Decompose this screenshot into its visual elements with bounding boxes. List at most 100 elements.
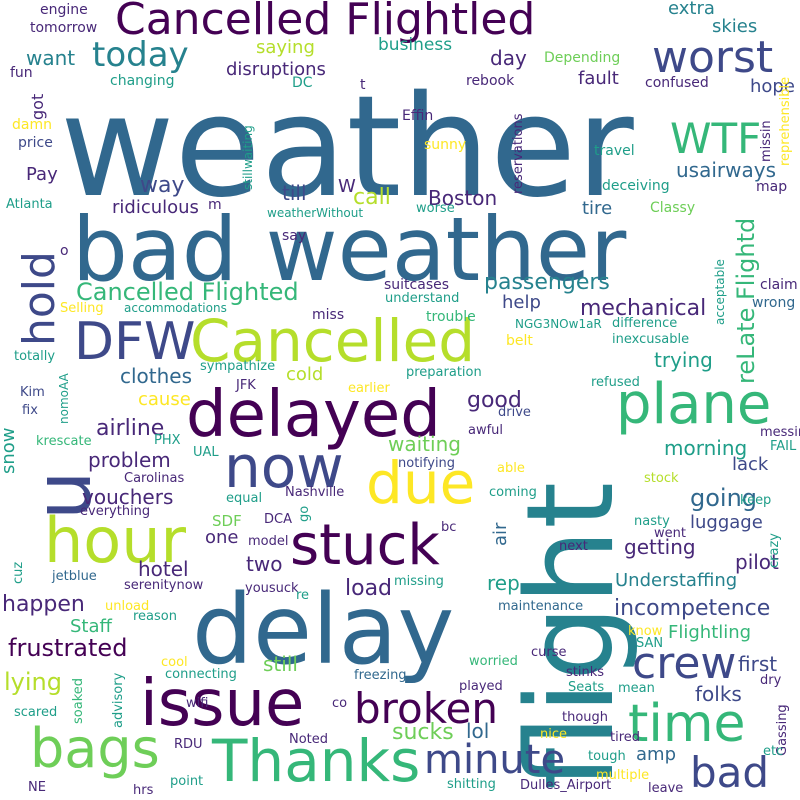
word-luggage: luggage	[690, 512, 763, 533]
word-accommodations: accommodations	[124, 301, 227, 315]
word-wrong: wrong	[752, 295, 796, 311]
word-tired: tired	[610, 730, 641, 745]
word-mean: mean	[618, 681, 655, 696]
word-usairways: usairways	[676, 158, 776, 182]
word-minute: minute	[424, 737, 566, 783]
word-today: today	[92, 35, 189, 75]
word-vouchers: vouchers	[82, 485, 174, 509]
word-happen: happen	[2, 592, 85, 617]
word-stinks: stinks	[566, 665, 605, 680]
word-changing: changing	[110, 73, 175, 89]
word-thanks: Thanks	[212, 727, 421, 795]
word-dca: DCA	[264, 512, 292, 527]
word-keep: keep	[740, 493, 772, 508]
word-understaffing: Understaffing	[615, 570, 738, 591]
word-sdf: SDF	[212, 512, 242, 530]
word-reprehensible: reprehensible	[778, 76, 793, 166]
word-call: call	[353, 185, 391, 210]
word-help: help	[502, 292, 541, 313]
word-confused: confused	[645, 75, 709, 91]
word-disruptions: disruptions	[226, 59, 326, 80]
word-acceptable: acceptable	[713, 259, 727, 325]
word-selling: Selling	[60, 301, 104, 316]
word-engine: engine	[40, 2, 88, 18]
word-skies: skies	[712, 16, 758, 37]
word-lack: lack	[732, 454, 769, 475]
word-ual: UAL	[193, 445, 219, 460]
word-hotel: hotel	[138, 557, 189, 581]
word-deceiving: deceiving	[602, 178, 670, 194]
word-weather: weather	[60, 66, 634, 229]
word-stuck: stuck	[290, 513, 440, 578]
word-day: day	[490, 46, 527, 70]
word-price: price	[18, 135, 53, 151]
word-delayed: delayed	[186, 378, 441, 452]
word-went: went	[654, 526, 686, 541]
word-ne: NE	[28, 780, 46, 795]
word-co: co	[332, 696, 348, 711]
word-waiting: waiting	[388, 432, 461, 456]
word-bc: bc	[441, 520, 457, 535]
word-trying: trying	[654, 348, 713, 372]
word-weatherwithout: weatherWithout	[267, 206, 364, 220]
word-know: know	[628, 624, 663, 639]
word-wtf: WTF	[670, 114, 762, 163]
word-airline: airline	[96, 416, 165, 441]
word-broken: broken	[354, 684, 498, 733]
word-drive: drive	[498, 405, 531, 420]
word-pilot: pilot	[735, 550, 779, 574]
word-soaked: soaked	[71, 677, 86, 724]
word-earlier: earlier	[348, 381, 390, 396]
word-nomoaa: nomoAA	[57, 373, 71, 424]
word-tough: tough	[588, 749, 626, 764]
word-nice: nice	[540, 727, 567, 742]
word-dry: dry	[760, 673, 782, 688]
word-crew: crew	[632, 638, 737, 689]
word-carolinas: Carolinas	[124, 471, 185, 486]
word-map: map	[756, 179, 788, 195]
word-one: one	[205, 527, 239, 548]
word-leave: leave	[648, 781, 684, 796]
word-getting: getting	[624, 535, 696, 559]
word-dc: DC	[292, 75, 313, 91]
word-way: way	[140, 173, 185, 198]
word-hope: hope	[750, 76, 795, 97]
word-jetblue: jetblue	[52, 569, 97, 584]
word-go: go	[297, 505, 312, 522]
word-claim: claim	[760, 277, 798, 293]
word-reason: reason	[133, 609, 177, 624]
word-travel: travel	[594, 143, 635, 159]
word-cuz: cuz	[11, 561, 26, 584]
word-delay: delay	[192, 574, 455, 686]
word-sunny: sunny	[424, 137, 467, 153]
word-freezing: freezing	[354, 668, 407, 683]
word-ridiculous: ridiculous	[112, 197, 199, 218]
word-kim: Kim	[20, 385, 45, 400]
word-cold: cold	[286, 364, 324, 385]
word-refused: refused	[591, 375, 640, 390]
word-plane: plane	[616, 372, 772, 437]
word-fault: fault	[578, 68, 619, 89]
word-suitcases: suitcases	[384, 277, 450, 293]
word-cancelled-flightled: Cancelled Flightled	[115, 0, 536, 45]
word-frustrated: frustrated	[8, 634, 128, 662]
word-stillwaiting: stillwaiting	[241, 125, 255, 190]
word-stock: stock	[644, 471, 679, 486]
word-boston: Boston	[428, 186, 498, 210]
word-rebook: rebook	[466, 73, 515, 89]
word-equal: equal	[226, 491, 263, 506]
word-san: SAN	[636, 636, 664, 651]
word-worried: worried	[469, 654, 518, 669]
word-lol: lol	[466, 719, 490, 743]
word-first: first	[738, 652, 778, 676]
word-awful: awful	[468, 423, 504, 438]
word-wifi: wifi	[186, 696, 209, 711]
word-etc: etc	[763, 744, 784, 759]
word-t: t	[360, 77, 366, 93]
word-want: want	[26, 46, 76, 70]
word-notifying: notifying	[398, 456, 456, 471]
word-cool: cool	[161, 655, 188, 670]
word-advisory: advisory	[111, 672, 126, 728]
word-damn: damn	[12, 117, 52, 133]
